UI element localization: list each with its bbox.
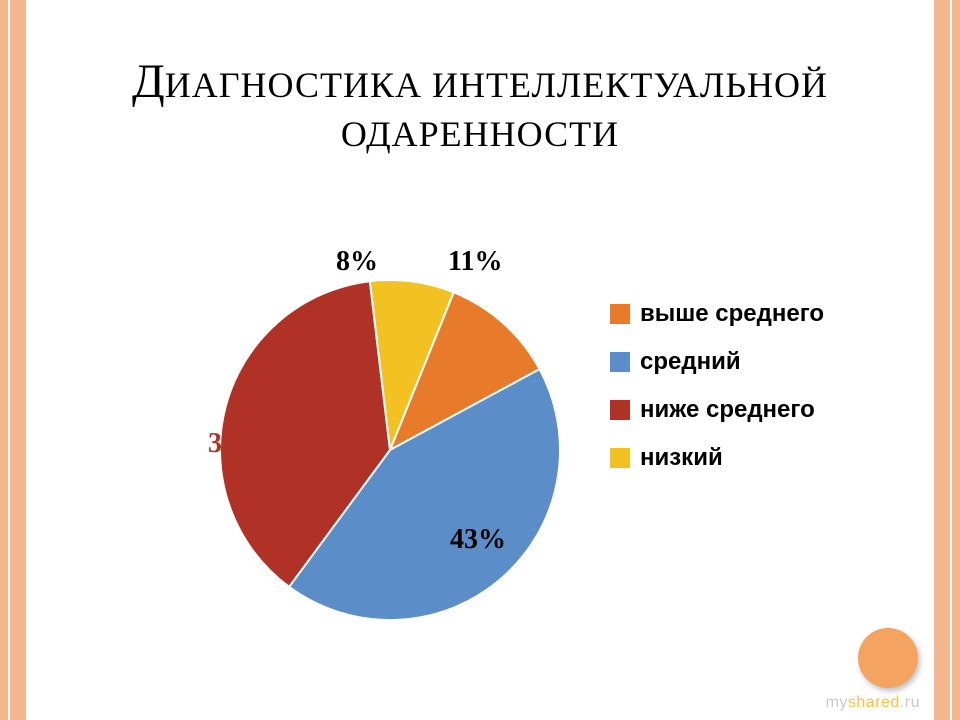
watermark: myshared.ru xyxy=(826,694,920,712)
accent-stripe xyxy=(0,0,8,720)
corner-ornament-icon xyxy=(858,628,918,688)
pie-slice-percent: 11% xyxy=(448,246,502,278)
slide: ДИАГНОСТИКА ИНТЕЛЛЕКТУАЛЬНОЙ ОДАРЕННОСТИ… xyxy=(0,0,960,720)
legend-item: низкий xyxy=(610,444,824,472)
legend-label: выше среднего xyxy=(640,300,824,328)
title-dropcap: Д xyxy=(132,55,165,108)
title-rest: ИАГНОСТИКА ИНТЕЛЛЕКТУАЛЬНОЙ xyxy=(165,65,828,105)
pie: 11%43%38%8% xyxy=(220,280,560,620)
legend-swatch-icon xyxy=(610,400,630,420)
watermark-pre: my xyxy=(826,694,848,711)
pie-chart: 11%43%38%8% выше среднего средний ниже сре… xyxy=(160,260,860,640)
legend-label: низкий xyxy=(640,444,723,472)
watermark-post: .ru xyxy=(900,694,920,711)
title-line-1: ДИАГНОСТИКА ИНТЕЛЛЕКТУАЛЬНОЙ xyxy=(90,52,870,112)
watermark-hl: shared xyxy=(848,694,900,711)
legend-swatch-icon xyxy=(610,304,630,324)
page-title: ДИАГНОСТИКА ИНТЕЛЛЕКТУАЛЬНОЙ ОДАРЕННОСТИ xyxy=(90,52,870,157)
legend-swatch-icon xyxy=(610,352,630,372)
legend-item: средний xyxy=(610,348,824,376)
accent-stripe xyxy=(10,0,26,720)
pie-slice-percent: 8% xyxy=(336,246,378,278)
legend-label: средний xyxy=(640,348,741,376)
legend-item: выше среднего xyxy=(610,300,824,328)
accent-stripe xyxy=(934,0,950,720)
legend-swatch-icon xyxy=(610,448,630,468)
legend-item: ниже среднего xyxy=(610,396,824,424)
legend-label: ниже среднего xyxy=(640,396,815,424)
accent-stripe xyxy=(952,0,960,720)
legend: выше среднего средний ниже среднего низкий xyxy=(610,300,824,492)
title-line-2: ОДАРЕННОСТИ xyxy=(90,112,870,157)
